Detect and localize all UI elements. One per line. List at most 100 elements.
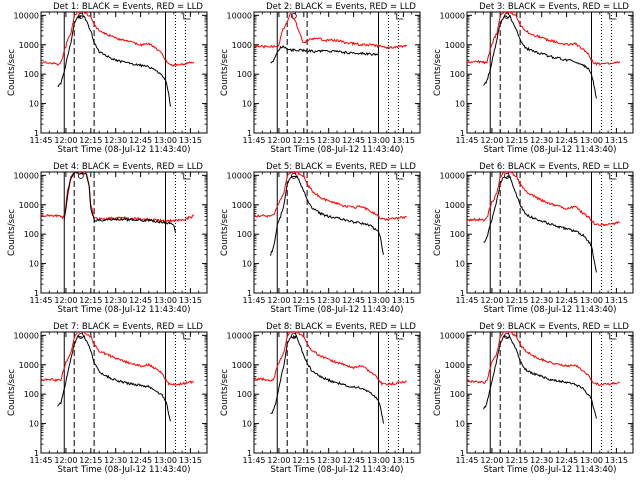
- x-tick-label: 12:45: [342, 136, 365, 145]
- end-marker-symbol: [183, 13, 191, 20]
- y-tick-label: 1000: [19, 361, 39, 370]
- y-tick-label: 1: [247, 129, 252, 138]
- plot-frame: [466, 331, 634, 454]
- events-series-line: [483, 14, 597, 99]
- y-tick-label: 10: [455, 420, 465, 429]
- x-tick-label: 13:00: [154, 136, 177, 145]
- y-tick-label: 1: [247, 449, 252, 458]
- y-tick-label: 10: [29, 260, 39, 269]
- y-tick-label: 100: [237, 70, 252, 79]
- y-tick-label: 10000: [227, 11, 252, 20]
- x-tick-label: 13:15: [179, 296, 202, 305]
- y-tick-label: 10: [242, 260, 252, 269]
- lld-series-line: [254, 332, 407, 386]
- x-tick-label: 13:00: [367, 456, 390, 465]
- y-tick-label: 1000: [445, 41, 465, 50]
- panel-title: Det 6: BLACK = Events, RED = LLD: [479, 162, 629, 172]
- lld-series-line: [467, 332, 620, 387]
- y-axis-label: Counts/sec: [7, 369, 17, 416]
- x-tick-label: 12:30: [104, 456, 127, 465]
- y-tick-label: 100: [450, 230, 465, 239]
- y-tick-label: 100: [24, 390, 39, 399]
- x-tick-label: 13:15: [392, 296, 415, 305]
- x-tick-label: 13:00: [580, 456, 603, 465]
- x-tick-label: 12:15: [79, 136, 102, 145]
- events-series-line: [63, 172, 176, 232]
- y-tick-label: 10000: [440, 171, 465, 180]
- x-tick-label: 11:45: [242, 136, 265, 145]
- panel-3: Det 3: BLACK = Events, RED = LLD 1 10 100 10…: [433, 2, 634, 155]
- panel-7: Det 7: BLACK = Events, RED = LLD 1 10 100 10…: [7, 322, 208, 475]
- x-axis-label: Start Time (08-Jul-12 11:43:40): [271, 305, 404, 315]
- y-tick-label: 1: [460, 129, 465, 138]
- plot-frame: [466, 171, 634, 294]
- peak-marker-symbol: [290, 173, 297, 179]
- y-tick-label: 1: [460, 449, 465, 458]
- events-series-line: [270, 175, 384, 256]
- x-tick-label: 11:45: [455, 456, 478, 465]
- y-tick-label: 10: [242, 420, 252, 429]
- y-tick-label: 10: [455, 100, 465, 109]
- y-tick-label: 1000: [445, 361, 465, 370]
- series-group: [41, 172, 195, 232]
- plot-frame: [466, 11, 634, 134]
- x-tick-label: 13:00: [580, 136, 603, 145]
- lld-series-line: [467, 172, 620, 227]
- end-marker-symbol: [396, 13, 404, 20]
- series-group: [254, 12, 408, 64]
- x-tick-label: 12:45: [129, 296, 152, 305]
- y-tick-label: 10000: [14, 11, 39, 20]
- x-tick-label: 12:15: [292, 456, 315, 465]
- y-tick-label: 1000: [232, 201, 252, 210]
- end-marker-symbol: [396, 333, 404, 340]
- x-tick-label: 12:00: [267, 456, 290, 465]
- x-tick-label: 11:45: [242, 296, 265, 305]
- y-tick-label: 100: [237, 390, 252, 399]
- x-tick-label: 13:15: [605, 136, 628, 145]
- y-tick-label: 10000: [440, 11, 465, 20]
- panel-5: Det 5: BLACK = Events, RED = LLD 1 10 100 10…: [220, 162, 421, 315]
- lld-series-line: [41, 332, 195, 386]
- y-tick-label: 100: [237, 230, 252, 239]
- y-tick-label: 1000: [445, 201, 465, 210]
- plot-frame: [253, 171, 421, 294]
- x-axis-label: Start Time (08-Jul-12 11:43:40): [58, 145, 191, 155]
- y-tick-label: 1000: [19, 201, 39, 210]
- y-tick-label: 1000: [19, 41, 39, 50]
- events-series-line: [483, 334, 597, 419]
- panel-title: Det 2: BLACK = Events, RED = LLD: [266, 2, 416, 12]
- x-tick-label: 13:00: [154, 456, 177, 465]
- series-group: [467, 172, 620, 273]
- panel-title: Det 9: BLACK = Events, RED = LLD: [479, 322, 629, 332]
- y-axis-label: Counts/sec: [433, 369, 443, 416]
- x-tick-label: 12:30: [317, 136, 340, 145]
- events-series-line: [57, 14, 171, 107]
- plot-frame: [40, 331, 208, 454]
- panel-title: Det 1: BLACK = Events, RED = LLD: [53, 2, 203, 12]
- y-tick-label: 1: [247, 289, 252, 298]
- y-tick-label: 100: [24, 70, 39, 79]
- x-axis-label: Start Time (08-Jul-12 11:43:40): [58, 465, 191, 475]
- x-axis-label: Start Time (08-Jul-12 11:43:40): [271, 145, 404, 155]
- x-tick-label: 11:45: [29, 136, 52, 145]
- x-tick-label: 12:00: [54, 456, 77, 465]
- events-series-line: [483, 175, 597, 273]
- lld-series-line: [41, 12, 195, 67]
- events-series-line: [270, 44, 379, 64]
- x-tick-label: 13:15: [605, 456, 628, 465]
- x-tick-label: 13:00: [367, 296, 390, 305]
- x-tick-label: 12:00: [54, 136, 77, 145]
- x-tick-label: 11:45: [29, 296, 52, 305]
- y-tick-label: 10000: [227, 331, 252, 340]
- panel-1: Det 1: BLACK = Events, RED = LLD 1 10 100 10…: [7, 2, 208, 155]
- panel-6: Det 6: BLACK = Events, RED = LLD 1 10 100 10…: [433, 162, 634, 315]
- x-tick-label: 12:00: [267, 136, 290, 145]
- panel-title: Det 5: BLACK = Events, RED = LLD: [266, 162, 416, 172]
- panel-4: Det 4: BLACK = Events, RED = LLD 1 10 100 10…: [7, 162, 208, 315]
- plot-frame: [253, 11, 421, 134]
- y-tick-label: 1: [34, 289, 39, 298]
- x-tick-label: 13:15: [392, 136, 415, 145]
- series-group: [41, 332, 195, 422]
- y-tick-label: 10: [242, 100, 252, 109]
